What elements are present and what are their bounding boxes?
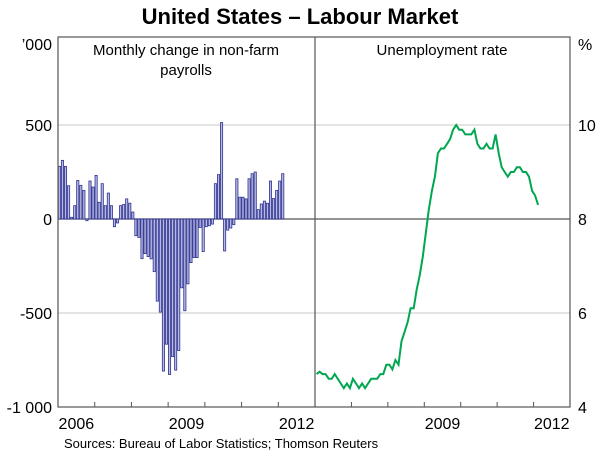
payroll-bar [198, 218, 202, 228]
payroll-bar [216, 174, 220, 220]
left-y-tick-label: 500 [25, 118, 52, 135]
payroll-bar [171, 218, 175, 358]
payroll-bar [207, 218, 211, 227]
payroll-bar [134, 218, 138, 237]
payroll-bar [189, 218, 193, 264]
payroll-bar [204, 218, 208, 228]
payroll-bar [149, 218, 153, 260]
payroll-bar [213, 183, 217, 220]
payroll-bar [250, 173, 254, 220]
payroll-bar [85, 218, 89, 222]
left-x-tick-label: 2006 [59, 416, 95, 433]
payroll-bar [82, 190, 86, 220]
payroll-bar [220, 122, 224, 220]
payroll-bar [128, 202, 132, 220]
payroll-bar [140, 218, 144, 260]
payroll-bar [125, 198, 129, 220]
payroll-bar [226, 218, 230, 231]
payroll-bar [186, 218, 190, 285]
left-panel-title-line2: payrolls [160, 62, 212, 79]
left-panel-title-line1: Monthly change in non-farm [93, 42, 279, 59]
right-y-tick-label: 10 [578, 118, 596, 135]
payroll-bar [223, 218, 227, 252]
unemployment-line [315, 123, 540, 391]
payroll-bar [119, 205, 123, 220]
payroll-bar [269, 180, 273, 220]
payroll-bar [210, 218, 214, 225]
payroll-bar [79, 184, 83, 220]
payroll-bar [158, 218, 162, 313]
payroll-bar [253, 171, 257, 220]
payroll-bar [152, 218, 156, 273]
payroll-bar [106, 192, 110, 220]
payroll-bar [235, 178, 239, 220]
left-unit-label: ’000 [22, 37, 52, 54]
payroll-bar [247, 178, 251, 220]
payroll-bar [168, 218, 172, 375]
payroll-bar [164, 218, 168, 345]
payroll-bar [232, 218, 236, 226]
payroll-bar [256, 209, 260, 220]
payroll-bar [76, 180, 80, 220]
payroll-bar [116, 218, 120, 224]
payroll-bar [262, 200, 266, 220]
source-note: Sources: Bureau of Labor Statistics; Tho… [64, 436, 379, 451]
left-y-tick-label: -1 000 [7, 400, 52, 417]
payroll-bar [100, 183, 104, 220]
payroll-bar [265, 202, 269, 220]
payroll-bar [70, 216, 74, 220]
left-y-tick-label: 0 [43, 212, 52, 229]
payroll-bar [161, 218, 165, 372]
payroll-bar [241, 196, 245, 220]
payroll-bar [103, 205, 107, 220]
right-y-tick-label: 6 [578, 306, 587, 323]
payroll-bar [155, 218, 159, 302]
payroll-bar [131, 211, 135, 220]
payroll-bar [195, 218, 199, 258]
right-y-tick-label: 4 [578, 400, 587, 417]
right-unit-label: % [578, 37, 592, 54]
payroll-bar [94, 174, 98, 220]
payroll-bar [97, 201, 101, 220]
right-panel-title: Unemployment rate [377, 42, 508, 59]
payrolls-bars [57, 122, 285, 375]
plot-frame [57, 36, 571, 408]
payroll-bar [238, 196, 242, 220]
left-y-tick-label: -500 [20, 306, 52, 323]
left-x-tick-label: 2009 [169, 416, 205, 433]
payroll-bar [192, 218, 196, 258]
payroll-bar [180, 218, 184, 289]
payroll-bar [229, 218, 233, 229]
payroll-bar [109, 205, 113, 220]
payroll-bar [64, 165, 68, 220]
payroll-bar [146, 218, 150, 257]
payroll-bar [259, 203, 263, 220]
left-x-tick-label: 2012 [279, 416, 315, 433]
right-x-tick-label: 2012 [534, 416, 570, 433]
payroll-bar [67, 185, 71, 220]
payroll-bar [143, 218, 147, 254]
payroll-bar [122, 204, 126, 220]
payroll-bar [177, 218, 181, 352]
payroll-bar [244, 198, 248, 220]
right-x-tick-label: 2009 [425, 416, 461, 433]
payroll-bar [272, 198, 276, 220]
payroll-bar [281, 173, 285, 220]
payroll-bar [278, 180, 282, 220]
payroll-bar [174, 218, 178, 371]
payroll-bar [88, 180, 92, 220]
payroll-bar [60, 159, 64, 220]
chart-title: United States – Labour Market [142, 4, 459, 29]
payroll-bar [112, 218, 116, 228]
payroll-bar [201, 218, 205, 252]
payroll-bar [73, 205, 77, 220]
payroll-bar [137, 218, 141, 238]
right-y-tick-label: 8 [578, 212, 587, 229]
payroll-bar [275, 190, 279, 220]
payroll-bar [183, 218, 187, 312]
payroll-bar [57, 165, 61, 220]
payroll-bar [91, 186, 95, 220]
